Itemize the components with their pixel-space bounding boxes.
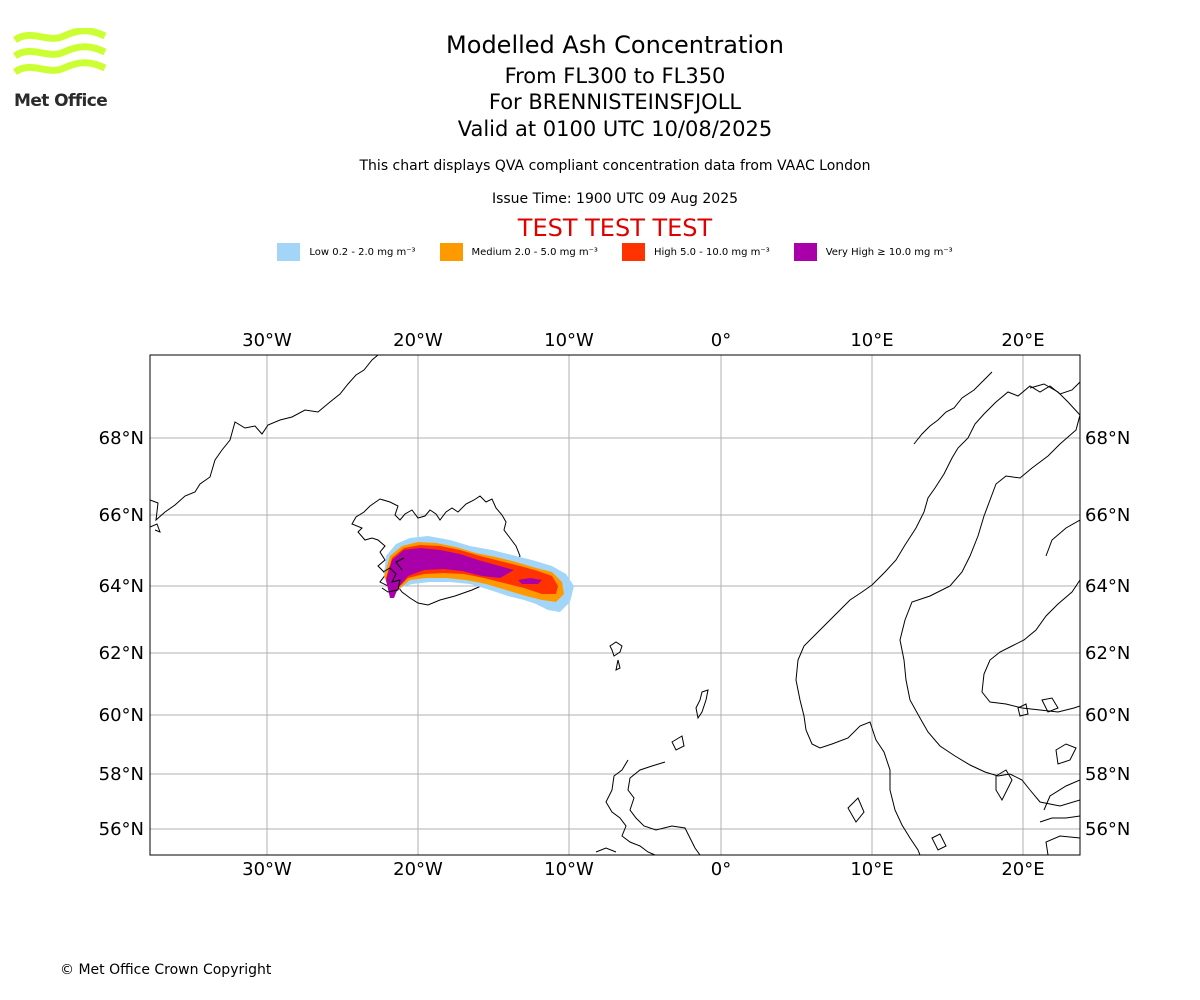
legend-swatch-low <box>277 243 301 261</box>
ash-plume <box>384 536 574 612</box>
lon-label-bottom: 10°W <box>544 859 594 880</box>
legend-item-very-high: Very High ≥ 10.0 mg m⁻³ <box>793 243 953 261</box>
lon-label-bottom: 20°E <box>1001 859 1044 880</box>
lon-label-top: 0° <box>711 330 731 351</box>
legend-item-low: Low 0.2 - 2.0 mg m⁻³ <box>277 243 416 261</box>
lon-label-bottom: 20°W <box>393 859 443 880</box>
legend-item-high: High 5.0 - 10.0 mg m⁻³ <box>621 243 770 261</box>
lat-label-left: 66°N <box>99 505 144 526</box>
lat-label-left: 60°N <box>99 705 144 726</box>
gridlines <box>150 355 1080 855</box>
lon-label-top: 20°W <box>393 330 443 351</box>
logo-text: Met Office <box>14 91 108 111</box>
lat-label-right: 66°N <box>1085 505 1130 526</box>
legend-label-low: Low 0.2 - 2.0 mg m⁻³ <box>309 246 416 258</box>
lon-label-top: 20°E <box>1001 330 1044 351</box>
lat-label-right: 64°N <box>1085 576 1130 597</box>
lat-label-left: 58°N <box>99 764 144 785</box>
wave-logo-icon <box>12 27 107 76</box>
issue-time: Issue Time: 1900 UTC 09 Aug 2025 <box>491 191 739 207</box>
map-frame <box>149 354 1081 856</box>
lat-label-right: 60°N <box>1085 705 1130 726</box>
flight-level: From FL300 to FL350 <box>504 64 726 88</box>
legend-swatch-medium <box>439 243 463 261</box>
legend-swatch-high <box>621 243 645 261</box>
ash-very-high <box>386 548 514 598</box>
lon-label-top: 10°E <box>850 330 893 351</box>
lon-label-top: 10°W <box>544 330 594 351</box>
met-office-logo: Met Office <box>12 27 112 114</box>
lon-label-top: 30°W <box>242 330 292 351</box>
legend-swatch-very-high <box>793 243 817 261</box>
lat-label-left: 62°N <box>99 643 144 664</box>
legend: Low 0.2 - 2.0 mg m⁻³ Medium 2.0 - 5.0 mg… <box>0 243 1200 261</box>
valid-time: Valid at 0100 UTC 10/08/2025 <box>457 117 773 141</box>
lat-label-right: 58°N <box>1085 764 1130 785</box>
legend-label-medium: Medium 2.0 - 5.0 mg m⁻³ <box>471 246 598 258</box>
lat-label-left: 68°N <box>99 428 144 449</box>
chart-title: Modelled Ash Concentration <box>446 31 784 59</box>
legend-item-medium: Medium 2.0 - 5.0 mg m⁻³ <box>439 243 598 261</box>
copyright: © Met Office Crown Copyright <box>60 962 272 978</box>
lat-label-left: 64°N <box>99 576 144 597</box>
legend-label-high: High 5.0 - 10.0 mg m⁻³ <box>653 246 770 258</box>
ash-very-high-core <box>518 578 542 584</box>
lat-label-right: 56°N <box>1085 819 1130 840</box>
lat-label-left: 56°N <box>99 819 144 840</box>
description: This chart displays QVA compliant concen… <box>359 158 871 174</box>
legend-label-very-high: Very High ≥ 10.0 mg m⁻³ <box>825 246 953 258</box>
test-banner: TEST TEST TEST <box>517 214 713 242</box>
lon-label-bottom: 0° <box>711 859 731 880</box>
lon-label-bottom: 30°W <box>242 859 292 880</box>
coastlines <box>150 355 1080 855</box>
lon-label-bottom: 10°E <box>850 859 893 880</box>
volcano-name: For BRENNISTEINSFJOLL <box>488 90 742 114</box>
lat-label-right: 68°N <box>1085 428 1130 449</box>
lat-label-right: 62°N <box>1085 643 1130 664</box>
